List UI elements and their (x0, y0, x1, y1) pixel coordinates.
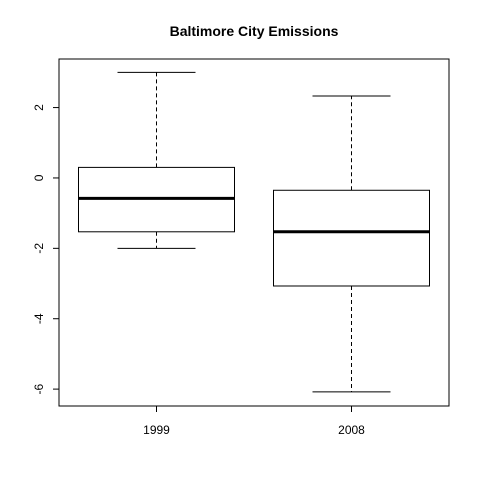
box-group-2008 (273, 95, 430, 393)
box-2008 (273, 189, 430, 287)
box-group-1999 (78, 71, 235, 249)
x-tick-label-2008: 2008 (338, 423, 365, 437)
y-tick-label--4: -4 (32, 313, 46, 324)
y-tick-label--6: -6 (32, 383, 46, 394)
plot-frame (58, 58, 450, 407)
y-tick-label-2: 2 (32, 104, 46, 111)
x-tick-label-1999: 1999 (143, 423, 170, 437)
y-tick-label--2: -2 (32, 243, 46, 254)
y-tick-label-0: 0 (32, 174, 46, 181)
chart-title: Baltimore City Emissions (170, 23, 339, 39)
plot-layer (78, 71, 430, 393)
